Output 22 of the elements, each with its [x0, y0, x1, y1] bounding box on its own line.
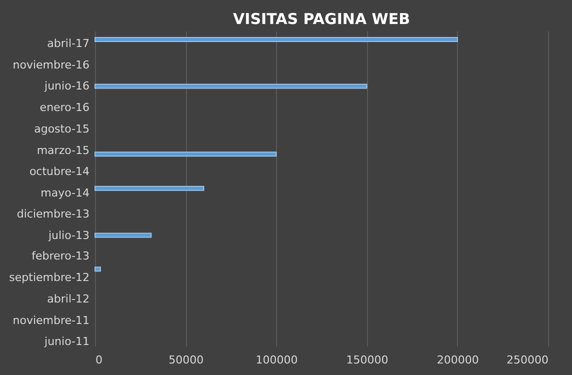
y-tick-label: abril-17 — [47, 37, 90, 50]
x-tick-label: 100000 — [256, 354, 298, 366]
y-tick-label: septiembre-12 — [9, 271, 90, 284]
x-tick-label: 150000 — [346, 354, 388, 366]
x-tick-label: 0 — [96, 354, 102, 366]
y-tick-label: noviembre-11 — [12, 314, 90, 327]
y-tick-label: noviembre-16 — [12, 58, 90, 72]
x-tick-label: 50000 — [168, 354, 204, 366]
y-tick-label: enero-16 — [40, 100, 90, 114]
y-tick-label: julio-13 — [47, 228, 90, 242]
y-tick-label: marzo-15 — [36, 144, 90, 157]
y-tick-label: junio-11 — [44, 335, 90, 348]
y-tick-label: diciembre-13 — [16, 207, 90, 220]
y-tick-label: mayo-14 — [40, 186, 90, 200]
y-tick-label: junio-16 — [44, 80, 90, 93]
x-tick-label: 200000 — [436, 354, 479, 366]
y-tick-label: abril-12 — [47, 292, 90, 306]
y-tick-label: octubre-14 — [29, 164, 90, 178]
y-tick-label: febrero-13 — [32, 250, 90, 263]
y-tick-label: agosto-15 — [34, 122, 90, 136]
chart-title: VISITAS PAGINA WEB — [232, 10, 410, 28]
x-tick-label: 250000 — [506, 354, 548, 366]
